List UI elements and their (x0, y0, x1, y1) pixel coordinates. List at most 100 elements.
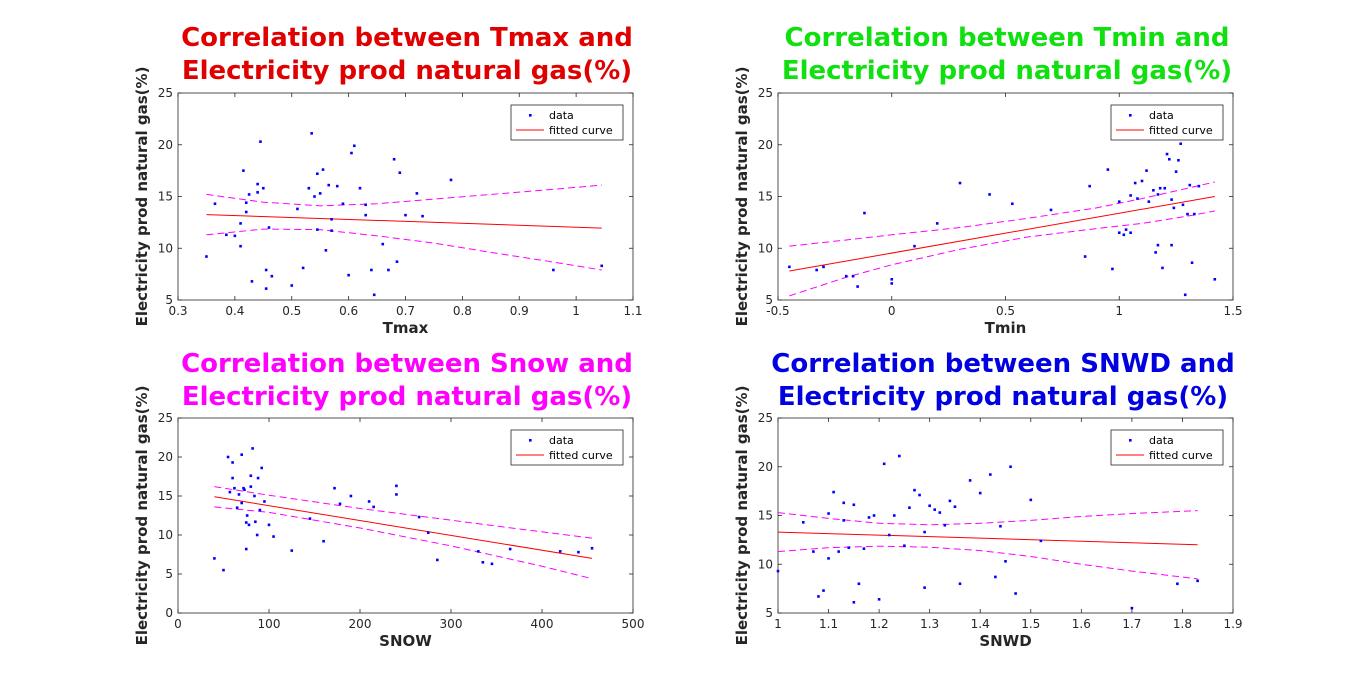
confidence-lower-line (206, 228, 602, 271)
data-point (1181, 203, 1185, 207)
data-point (882, 462, 886, 466)
data-point (958, 582, 962, 586)
x-tick-label: 400 (531, 617, 554, 631)
data-point (381, 242, 385, 246)
y-tick-label: 5 (765, 606, 773, 620)
data-point (330, 229, 333, 232)
data-point (436, 558, 439, 562)
data-point (842, 501, 846, 505)
data-point (1145, 169, 1148, 172)
data-point (350, 151, 353, 155)
x-tick-label: 100 (258, 617, 281, 631)
data-point (240, 501, 243, 505)
fitted-curve-line (777, 531, 1198, 546)
data-point (1161, 266, 1164, 270)
data-point (1186, 212, 1189, 216)
data-point (1136, 197, 1139, 200)
x-tick-label: -0.5 (766, 304, 789, 318)
confidence-upper-line (789, 181, 1215, 247)
y-tick-label: 10 (758, 557, 773, 571)
data-point (333, 486, 336, 490)
data-point (247, 193, 251, 196)
data-point (1117, 200, 1121, 203)
x-tick-label: 0.4 (225, 304, 244, 318)
data-point (577, 550, 580, 554)
data-point (958, 181, 962, 185)
data-point (1106, 168, 1110, 171)
data-point (812, 550, 815, 553)
data-point (1129, 231, 1132, 235)
data-point (231, 476, 234, 480)
data-point (837, 550, 840, 553)
data-point (1154, 251, 1157, 254)
chart-title-line-2: Electricity prod natural gas(%) (777, 382, 1229, 412)
x-tick-label: 1.6 (1072, 617, 1091, 631)
data-point (890, 278, 894, 281)
x-tick-label: 1.8 (1173, 617, 1192, 631)
chart-plot-snwd: 1 1.1 1.2 1.3 1.4 1.5 1.6 1.7 1.8 1.9 5 10 15 20 25 SNW… (733, 386, 1243, 650)
data-point (913, 488, 916, 492)
data-point (239, 244, 242, 248)
data-point (918, 493, 921, 497)
confidence-lower-line (789, 210, 1215, 297)
y-tick-label: 5 (165, 567, 173, 581)
data-point (844, 274, 848, 278)
data-point (1172, 206, 1176, 210)
data-point (290, 549, 294, 552)
data-point (256, 191, 259, 194)
data-point (857, 582, 861, 586)
data-point (817, 595, 820, 598)
x-tick-label: 1.9 (1223, 617, 1242, 631)
data-point (228, 490, 232, 494)
data-point (1165, 152, 1169, 156)
data-point (321, 168, 325, 171)
data-point (842, 519, 846, 522)
data-point (1190, 261, 1194, 265)
data-point (1170, 243, 1173, 247)
data-point (1156, 243, 1160, 247)
data-point (231, 461, 234, 464)
x-tick-label: 0.7 (396, 304, 415, 318)
data-point (815, 268, 818, 272)
data-point (395, 260, 399, 264)
data-point (426, 531, 430, 534)
data-point (338, 502, 342, 506)
data-point (801, 521, 805, 524)
legend-box (510, 429, 624, 466)
data-point (322, 539, 325, 543)
y-tick-label: 5 (165, 293, 173, 307)
data-point (872, 514, 876, 517)
data-point (943, 523, 947, 527)
data-point (1174, 170, 1178, 173)
y-tick-label: 25 (758, 411, 773, 425)
data-point (367, 500, 371, 503)
data-point (827, 512, 830, 515)
fitted-curve-line (789, 196, 1215, 272)
data-point (1183, 293, 1187, 297)
data-point (335, 184, 339, 188)
data-point (1193, 212, 1196, 216)
legend-entry-fit: fitted curve (1149, 449, 1213, 462)
data-point (308, 517, 312, 520)
data-point (994, 575, 997, 579)
y-tick-label: 15 (758, 509, 773, 523)
y-tick-label: 20 (758, 460, 773, 474)
confidence-lower-line (214, 506, 593, 580)
data-point (1147, 200, 1151, 203)
data-point (237, 493, 241, 496)
legend-entry-data: data (1149, 434, 1174, 447)
data-point (1177, 158, 1180, 162)
data-point (316, 228, 319, 231)
x-tick-label: 300 (440, 617, 463, 631)
data-point (1196, 579, 1199, 583)
chart-title: Correlation between Tmax and Electricity… (107, 22, 707, 88)
data-point (358, 186, 362, 190)
data-point (449, 178, 453, 182)
data-point (862, 547, 866, 550)
chart-plot-tmin: -0.5 0 0.5 1 1.5 5 10 15 20 25 Tmin Electricity pro… (733, 67, 1243, 337)
x-tick-label: 1.5 (1223, 304, 1242, 318)
data-point (242, 486, 245, 490)
data-point (1039, 539, 1043, 543)
chart-title-line-1: Correlation between SNWD and (771, 349, 1235, 379)
data-point (852, 600, 856, 604)
